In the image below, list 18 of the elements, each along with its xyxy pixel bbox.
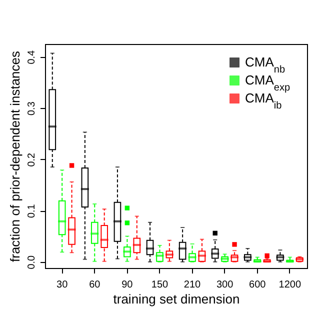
y-tick-label: 0.3: [26, 101, 38, 116]
x-axis-title: training set dimension: [113, 292, 240, 306]
x-tick-label: 600: [249, 280, 266, 290]
y-tick-label: 0.1: [26, 204, 38, 218]
legend-label: CMA$_{exp}$: [245, 72, 290, 93]
legend-label: CMA$_{nb}$: [245, 54, 286, 75]
x-tick-label: 30: [56, 280, 68, 290]
legend-label: CMA$_{ib}$: [245, 90, 282, 111]
x-tick-label: 150: [151, 280, 169, 290]
y-tick-label: 0.4: [26, 50, 38, 64]
y-tick-label: 0.2: [26, 152, 38, 167]
x-tick-label: 60: [89, 280, 101, 290]
x-tick-label: 300: [216, 280, 234, 290]
x-tick-label: 210: [184, 280, 202, 290]
y-tick-label: 0.0: [26, 254, 38, 270]
x-tick-label: 90: [122, 280, 134, 290]
y-axis-title: fraction of prior-dependent instances: [8, 50, 22, 262]
x-tick-label: 1200: [278, 280, 302, 290]
